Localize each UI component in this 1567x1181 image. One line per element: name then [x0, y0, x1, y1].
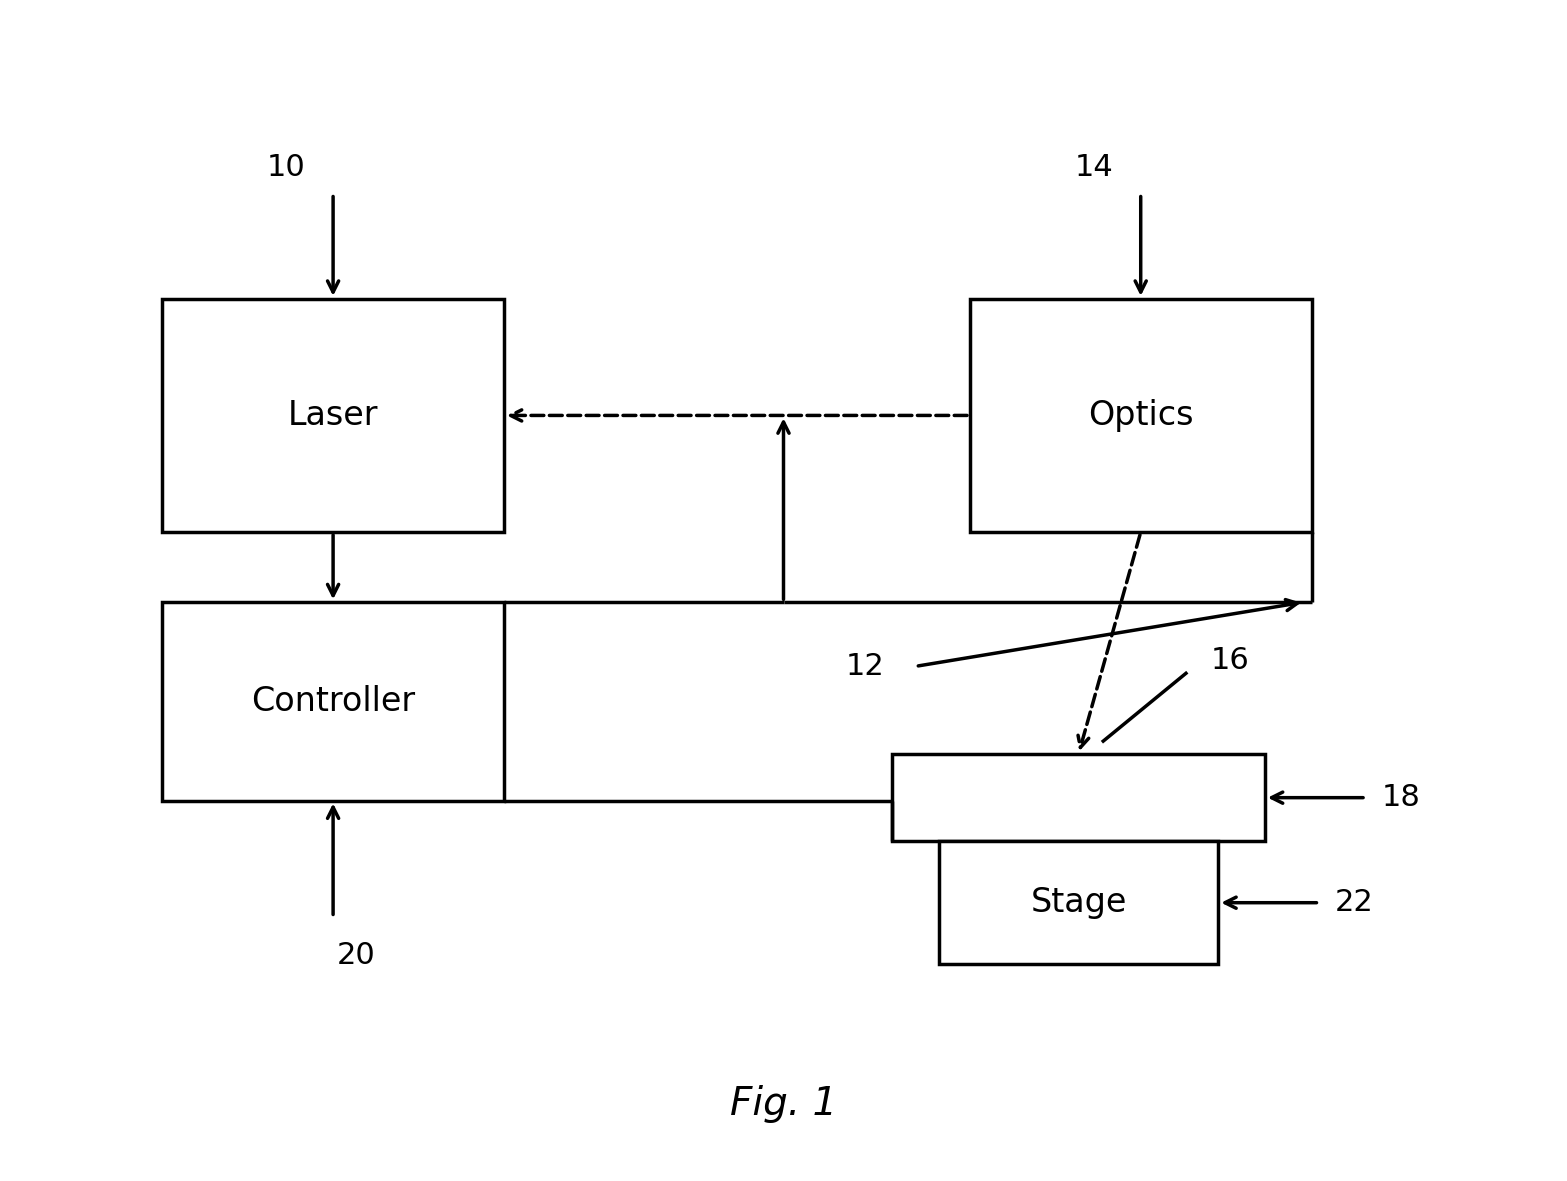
Text: 14: 14	[1075, 154, 1114, 182]
Text: 10: 10	[266, 154, 306, 182]
Text: 18: 18	[1382, 783, 1420, 813]
Text: 22: 22	[1335, 888, 1374, 918]
FancyBboxPatch shape	[163, 602, 505, 801]
Text: Optics: Optics	[1087, 399, 1194, 432]
FancyBboxPatch shape	[970, 299, 1312, 533]
FancyBboxPatch shape	[939, 841, 1219, 964]
Text: 12: 12	[846, 652, 884, 681]
Text: Fig. 1: Fig. 1	[730, 1085, 837, 1123]
Text: 20: 20	[337, 940, 376, 970]
FancyBboxPatch shape	[163, 299, 505, 533]
Text: Stage: Stage	[1031, 886, 1127, 919]
Text: Controller: Controller	[251, 685, 415, 718]
FancyBboxPatch shape	[892, 753, 1265, 841]
Text: Laser: Laser	[288, 399, 378, 432]
Text: 16: 16	[1211, 646, 1249, 676]
